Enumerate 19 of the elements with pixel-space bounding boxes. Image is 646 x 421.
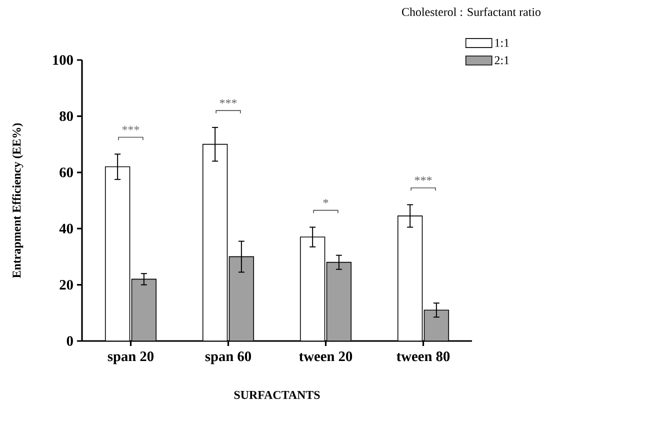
- y-tick-label: 80: [60, 111, 73, 122]
- y-tick-label: 20: [60, 280, 73, 290]
- x-tick-label: span 60: [205, 352, 252, 364]
- y-tick-label: 100: [53, 55, 73, 65]
- x-tick-label: span 20: [108, 352, 154, 364]
- x-axis-title: SURFACTANTS: [234, 390, 320, 399]
- legend-label: 1:1: [495, 38, 509, 47]
- x-tick-label: tween 80: [396, 352, 450, 362]
- legend-title: Cholesterol : Surfactant ratio: [402, 8, 541, 16]
- annotation: ***: [414, 176, 432, 181]
- y-tick-label: 40: [59, 224, 73, 234]
- y-axis-title: Entrapment Efficiency (EE%): [12, 123, 24, 278]
- annotation: ***: [122, 126, 140, 130]
- legend-label: 2:1: [494, 56, 509, 64]
- annotation: ***: [220, 99, 237, 104]
- x-tick-label: tween 20: [299, 352, 352, 362]
- y-tick-label: 60: [60, 168, 73, 178]
- y-tick-label: 0: [66, 336, 73, 346]
- annotation: *: [323, 198, 328, 204]
